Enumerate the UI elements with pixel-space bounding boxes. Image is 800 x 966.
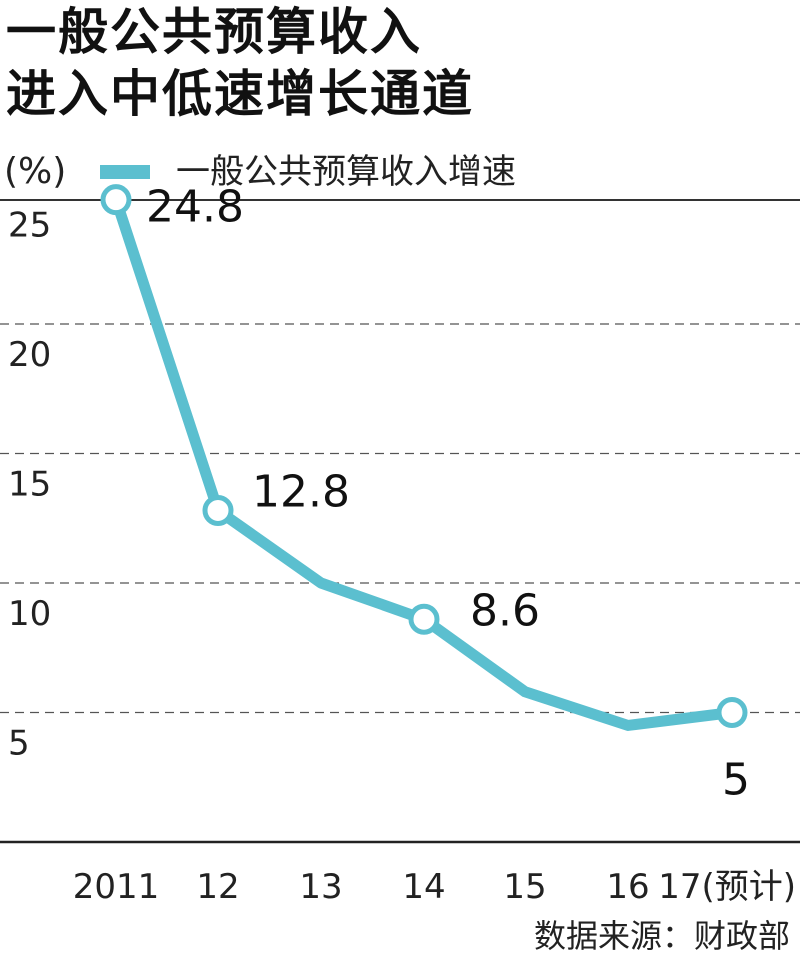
- x-tick-label: 16: [606, 867, 649, 907]
- legend-label: 一般公共预算收入增速: [176, 152, 516, 192]
- x-tick-label: 12: [196, 867, 239, 907]
- chart-title-line-1: 一般公共预算收入: [6, 3, 422, 61]
- x-tick-label: 15: [503, 867, 546, 907]
- data-point-marker: [202, 494, 234, 526]
- y-tick-label: 25: [8, 206, 51, 246]
- data-point-marker: [408, 603, 440, 635]
- legend-swatch: [100, 165, 150, 179]
- chart-title-line-2: 进入中低速增长通道: [6, 65, 474, 123]
- y-tick-label: 20: [8, 335, 51, 375]
- data-point-marker: [100, 184, 132, 216]
- data-label: 8.6: [470, 585, 540, 636]
- data-label: 5: [722, 755, 750, 806]
- legend: 一般公共预算收入增速: [100, 150, 516, 194]
- data-label: 12.8: [252, 466, 350, 517]
- y-tick-label: 10: [8, 594, 51, 634]
- x-tick-label: 17(预计): [658, 867, 796, 907]
- series-line: [110, 194, 738, 731]
- data-source: 数据来源：财政部: [533, 917, 790, 955]
- x-tick-label: 2011: [73, 867, 160, 907]
- x-tick-label: 13: [299, 867, 342, 907]
- y-axis-unit: (%): [4, 151, 67, 192]
- data-point-marker: [716, 697, 748, 728]
- data-label: 24.8: [146, 182, 244, 233]
- y-tick-label: 15: [8, 465, 51, 505]
- y-tick-label: 5: [8, 724, 30, 764]
- x-tick-label: 14: [402, 867, 445, 907]
